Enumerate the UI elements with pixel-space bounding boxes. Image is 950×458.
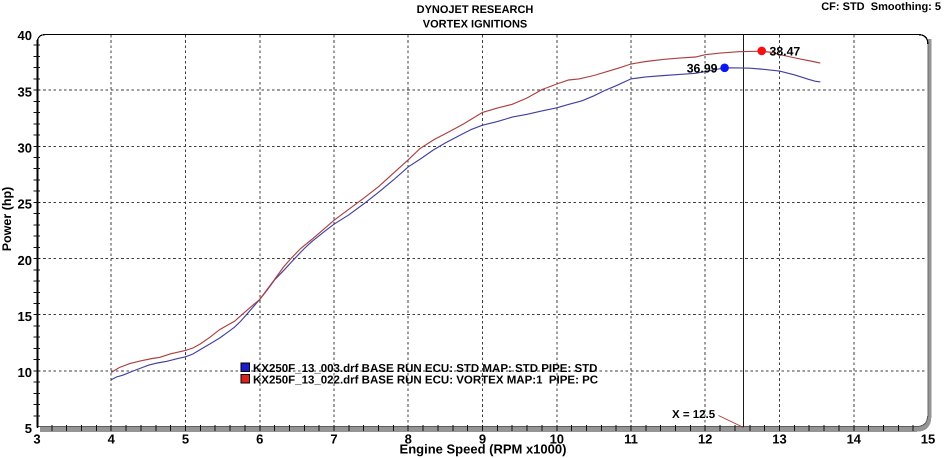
svg-text:30: 30: [18, 141, 32, 156]
svg-text:40: 40: [18, 28, 32, 43]
svg-text:11: 11: [624, 432, 638, 447]
svg-text:KX250F_13_022.drf BASE RUN ECU: KX250F_13_022.drf BASE RUN ECU: VORTEX M…: [253, 375, 598, 387]
svg-text:VORTEX IGNITIONS: VORTEX IGNITIONS: [423, 19, 528, 31]
svg-text:7: 7: [330, 432, 337, 447]
svg-text:5: 5: [182, 432, 189, 447]
svg-text:10: 10: [550, 432, 564, 447]
svg-text:13: 13: [772, 432, 786, 447]
svg-text:35: 35: [18, 84, 32, 99]
svg-text:10: 10: [18, 365, 32, 380]
svg-text:38.47: 38.47: [770, 45, 801, 59]
svg-text:KX250F_13_003.drf BASE RUN ECU: KX250F_13_003.drf BASE RUN ECU: STD MAP:…: [253, 363, 597, 375]
svg-text:20: 20: [18, 253, 32, 268]
svg-text:Power (hp): Power (hp): [0, 187, 14, 252]
svg-text:Engine Speed (RPM x1000): Engine Speed (RPM x1000): [400, 442, 567, 457]
svg-text:CF: STD Smoothing: 5: CF: STD Smoothing: 5: [821, 1, 941, 13]
svg-text:12: 12: [698, 432, 712, 447]
svg-text:3: 3: [33, 432, 40, 447]
svg-text:15: 15: [921, 432, 935, 447]
svg-text:14: 14: [847, 432, 862, 447]
svg-text:25: 25: [18, 197, 32, 212]
svg-text:8: 8: [405, 432, 412, 447]
svg-text:15: 15: [18, 309, 32, 324]
svg-text:5: 5: [25, 421, 32, 436]
svg-text:36.99: 36.99: [687, 62, 718, 76]
svg-text:X = 12.5: X = 12.5: [672, 409, 716, 421]
svg-text:6: 6: [256, 432, 263, 447]
svg-text:9: 9: [479, 432, 486, 447]
svg-text:4: 4: [108, 432, 116, 447]
svg-text:DYNOJET RESEARCH: DYNOJET RESEARCH: [417, 4, 534, 16]
